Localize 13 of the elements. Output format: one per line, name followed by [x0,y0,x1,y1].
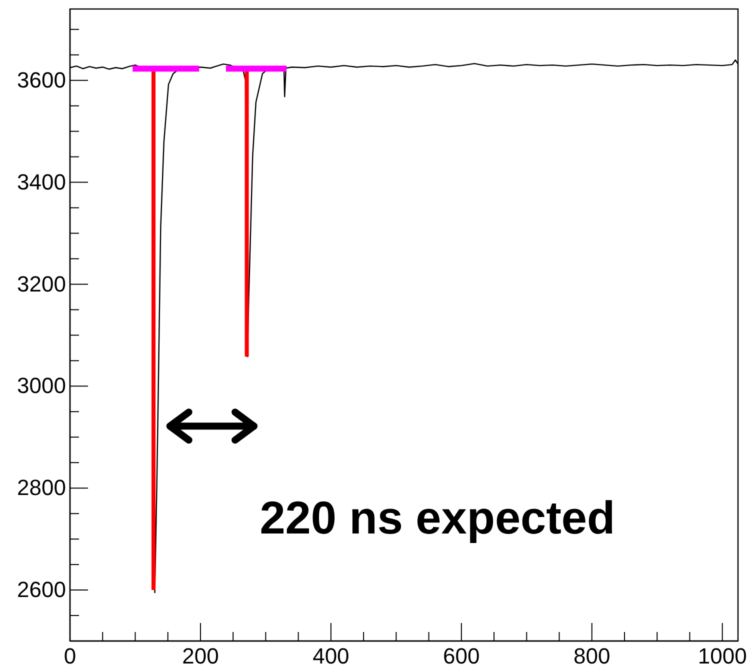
y-tick-label: 3200 [17,271,66,296]
x-tick-label: 1000 [698,644,747,668]
x-tick-label: 200 [182,644,219,668]
y-tick-label: 2800 [17,475,66,500]
y-tick-label: 3000 [17,373,66,398]
x-tick-label: 600 [443,644,480,668]
y-tick-label: 3600 [17,67,66,92]
x-tick-label: 400 [312,644,350,668]
annotation: 220 ns expected [260,492,616,544]
x-tick-label: 0 [64,644,76,668]
y-tick-label: 3400 [17,169,66,194]
y-tick-label: 2600 [17,577,66,602]
x-tick-label: 800 [574,644,610,668]
